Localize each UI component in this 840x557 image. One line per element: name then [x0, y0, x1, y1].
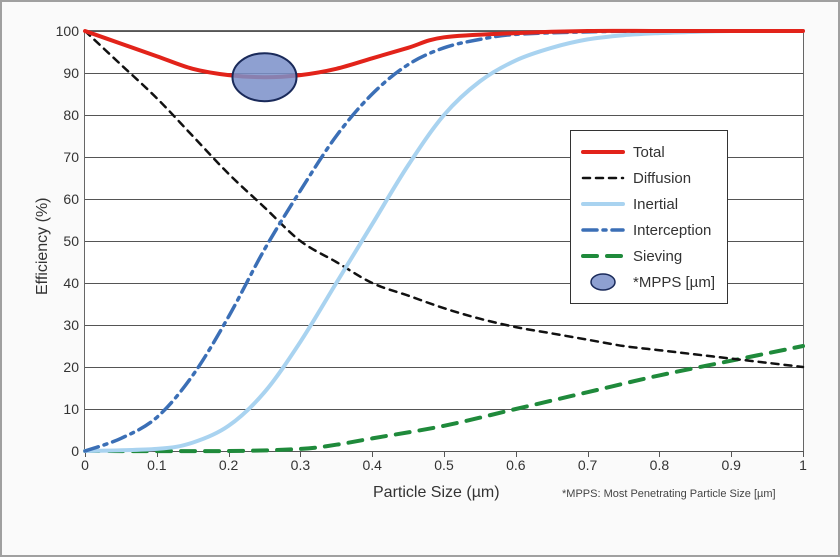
- footnote-text: *MPPS: Most Penetrating Particle Size [µ…: [562, 488, 776, 500]
- x-tick-label: 0.7: [578, 451, 597, 473]
- x-tick-label: 0.9: [721, 451, 740, 473]
- x-tick-label: 0: [81, 451, 89, 473]
- legend-label: Interception: [633, 222, 711, 239]
- legend-label: Inertial: [633, 196, 678, 213]
- mpps-marker: [233, 53, 297, 101]
- legend-swatch: [581, 247, 625, 265]
- legend-swatch: [581, 143, 625, 161]
- x-tick-label: 1: [799, 451, 807, 473]
- legend-item-total: Total: [581, 139, 715, 165]
- legend-label: *MPPS [µm]: [633, 274, 715, 291]
- x-tick-label: 0.2: [219, 451, 238, 473]
- x-tick-label: 0.4: [362, 451, 381, 473]
- series-sieving: [85, 346, 803, 451]
- legend-swatch: [581, 195, 625, 213]
- y-tick-label: 50: [63, 233, 85, 249]
- legend-item-inertial: Inertial: [581, 191, 715, 217]
- x-tick-label: 0.6: [506, 451, 525, 473]
- legend-label: Total: [633, 144, 665, 161]
- y-tick-label: 80: [63, 107, 85, 123]
- x-tick-label: 0.3: [291, 451, 310, 473]
- legend-item-interception: Interception: [581, 217, 715, 243]
- legend-label: Diffusion: [633, 170, 691, 187]
- y-tick-label: 30: [63, 317, 85, 333]
- legend-item-diffusion: Diffusion: [581, 165, 715, 191]
- legend-label: Sieving: [633, 248, 682, 265]
- legend-swatch: [581, 169, 625, 187]
- y-tick-label: 60: [63, 191, 85, 207]
- chart-container: 010203040506070809010000.10.20.30.40.50.…: [0, 0, 840, 557]
- y-tick-label: 20: [63, 359, 85, 375]
- y-tick-label: 10: [63, 401, 85, 417]
- legend-item-mpps: *MPPS [µm]: [581, 269, 715, 295]
- legend-box: Total Diffusion Inertial Interception Sievin…: [570, 130, 728, 304]
- y-tick-label: 40: [63, 275, 85, 291]
- y-tick-label: 100: [56, 23, 85, 39]
- series-total: [85, 31, 803, 77]
- x-axis-title: Particle Size (µm): [373, 484, 500, 502]
- y-tick-label: 90: [63, 65, 85, 81]
- legend-swatch: [581, 221, 625, 239]
- x-tick-label: 0.5: [434, 451, 453, 473]
- x-tick-label: 0.8: [650, 451, 669, 473]
- y-axis-title: Efficiency (%): [34, 197, 52, 295]
- legend-swatch: [581, 273, 625, 291]
- y-tick-label: 70: [63, 149, 85, 165]
- x-tick-label: 0.1: [147, 451, 166, 473]
- legend-item-sieving: Sieving: [581, 243, 715, 269]
